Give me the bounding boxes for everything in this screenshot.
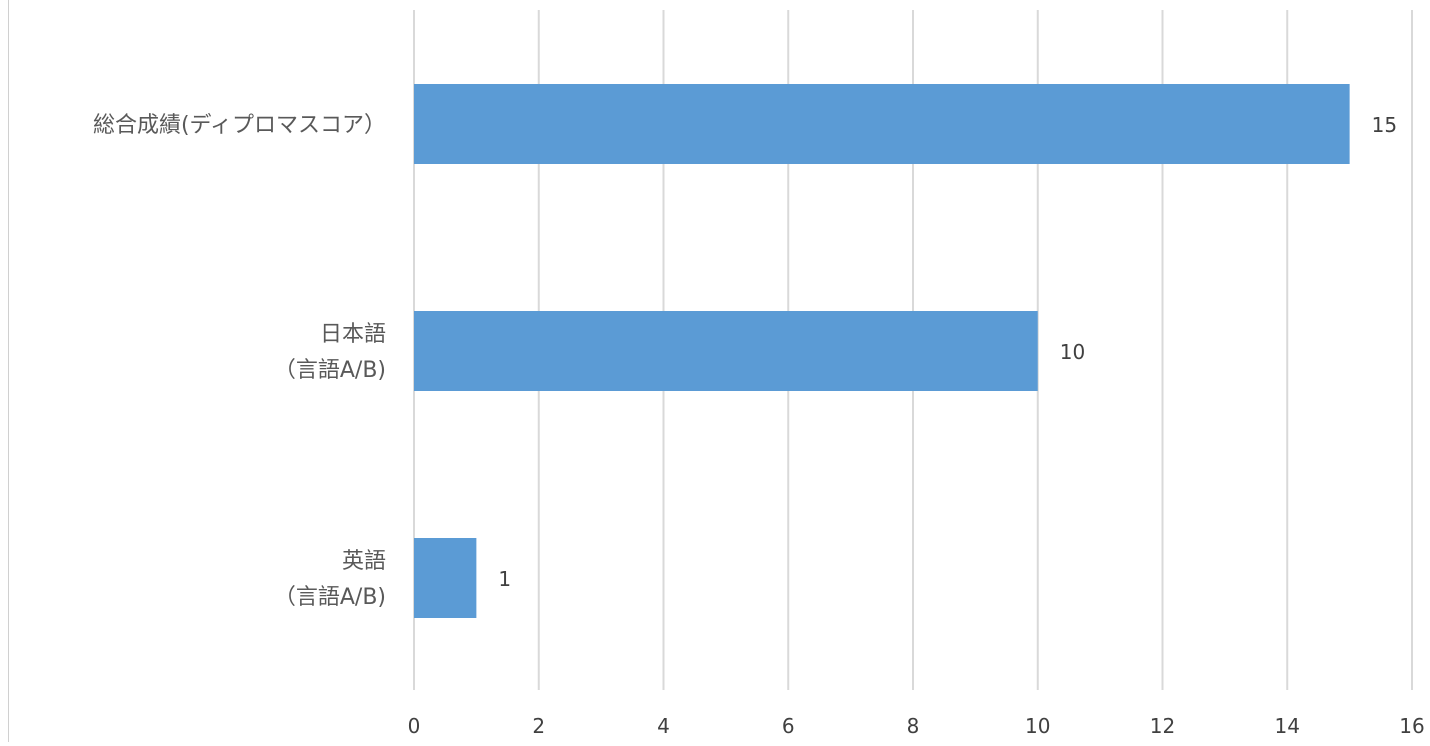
x-axis-tick-labels: 0 2 4 6 8 10 12 14 16 [408,714,1425,738]
bar [414,84,1350,164]
x-tick-label: 10 [1025,714,1050,738]
x-tick-label: 2 [532,714,545,738]
data-labels: 15 10 1 [498,113,1397,591]
category-labels: 総合成績(ディプロマスコア） 日本語 （言語A/B) 英語 （言語A/B) [93,113,386,610]
data-label: 15 [1372,113,1397,137]
x-tick-label: 14 [1275,714,1300,738]
category-label: （言語A/B) [274,358,386,383]
chart-frame-edge [8,0,9,742]
bar [414,311,1038,391]
data-label: 10 [1060,340,1085,364]
category-label: 日本語 [320,322,386,347]
category-label: （言語A/B) [274,585,386,610]
category-label: 英語 [342,549,386,574]
data-label: 1 [498,567,511,591]
x-tick-label: 4 [657,714,670,738]
bar [414,538,477,618]
x-tick-label: 12 [1150,714,1175,738]
bars [414,84,1350,618]
x-tick-label: 8 [907,714,920,738]
x-tick-label: 0 [408,714,421,738]
x-tick-label: 6 [782,714,795,738]
x-tick-label: 16 [1399,714,1424,738]
category-label: 総合成績(ディプロマスコア） [93,113,386,138]
